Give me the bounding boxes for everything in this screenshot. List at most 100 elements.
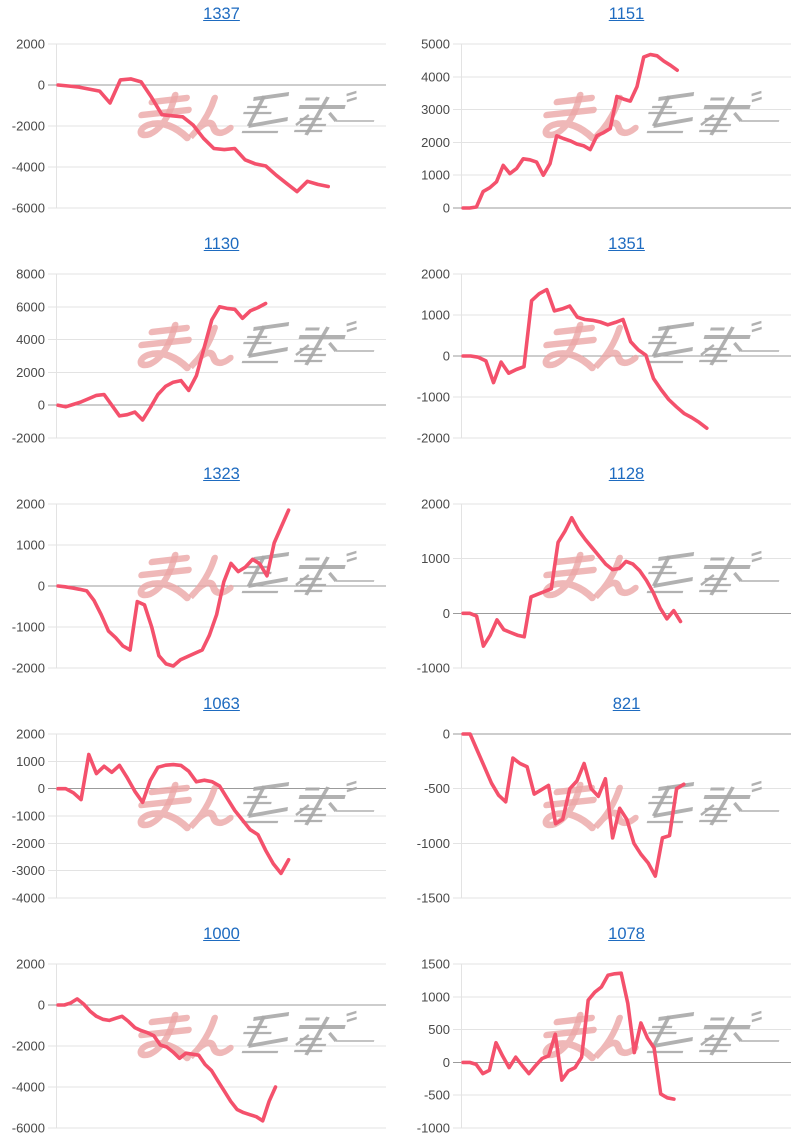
- gridlines: [453, 503, 791, 669]
- chart-cell: 1078 1500 1000 500 0 -500 -1000: [405, 920, 810, 1145]
- chart-plot: 0 -500 -1000 -1500: [417, 727, 791, 906]
- y-axis-tick-label: -1000: [417, 836, 450, 851]
- chart-title-row: 1323: [0, 460, 386, 493]
- chart-title-link[interactable]: 1063: [203, 695, 240, 713]
- y-axis-tick-label: 6000: [16, 299, 45, 314]
- data-series-line: [56, 997, 278, 1123]
- y-axis-tick-label: 2000: [16, 957, 45, 972]
- gridlines: [48, 963, 386, 1129]
- data-series-line: [461, 287, 709, 430]
- chart-cell: 1151 5000 4000 3000 2000 1000 0: [405, 0, 810, 230]
- data-series-line: [461, 971, 676, 1101]
- gridlines: [453, 43, 791, 209]
- y-axis-tick-labels: 2000 1000 0 -1000 -2000: [12, 497, 45, 676]
- chart-title-link[interactable]: 1151: [608, 5, 645, 23]
- minrepo-logo-watermark: [137, 90, 375, 142]
- chart-cell: 1130 8000 6000 4000 2000 0 -2000: [0, 230, 405, 460]
- watermark-pink-glyphs: [542, 321, 639, 372]
- chart-title-link[interactable]: 1130: [203, 235, 240, 253]
- y-axis-tick-label: 1000: [16, 538, 45, 553]
- y-axis-tick-label: -500: [424, 781, 450, 796]
- chart-cell: 1337 2000 0 -2000 -4000 -6000: [0, 0, 405, 230]
- y-axis-tick-label: -1000: [417, 661, 450, 676]
- chart-title-link[interactable]: 1078: [608, 925, 645, 943]
- data-series-line: [461, 732, 686, 878]
- y-axis-tick-label: -500: [424, 1088, 450, 1103]
- chart-title-link[interactable]: 1000: [203, 925, 240, 943]
- y-axis-tick-label: -1500: [417, 891, 450, 906]
- minrepo-logo-watermark: [137, 550, 375, 602]
- chart-cell: 1128 2000 1000 0 -1000: [405, 460, 810, 690]
- minrepo-logo-watermark: [542, 320, 780, 372]
- chart-title-link[interactable]: 1128: [608, 465, 645, 483]
- watermark-gray-glyphs: [646, 320, 780, 366]
- chart-cell: 1351 2000 1000 0 -1000 -2000: [405, 230, 810, 460]
- watermark-pink-glyphs: [137, 551, 234, 602]
- y-axis-tick-label: 1000: [421, 989, 450, 1004]
- y-axis-tick-label: 0: [443, 727, 450, 742]
- chart-title-link[interactable]: 1351: [608, 235, 645, 253]
- y-axis-tick-label: 2000: [16, 365, 45, 380]
- minrepo-logo-watermark: [542, 1010, 780, 1062]
- y-axis-tick-label: -6000: [12, 1121, 45, 1136]
- y-axis-tick-label: -4000: [12, 891, 45, 906]
- chart-plot: 2000 1000 0 -1000 -2000 -3000 -4000: [12, 727, 386, 906]
- watermark-gray-glyphs: [241, 780, 375, 826]
- chart-cell: 1063 2000 1000 0 -1000 -2000 -3000 -4000: [0, 690, 405, 920]
- y-axis-tick-labels: 2000 1000 0 -1000 -2000: [417, 267, 450, 446]
- chart-title-row: 1151: [405, 0, 791, 33]
- chart-title-row: 1128: [405, 460, 791, 493]
- y-axis-tick-label: 1000: [421, 551, 450, 566]
- gridlines: [453, 963, 791, 1129]
- y-axis-tick-labels: 8000 6000 4000 2000 0 -2000: [12, 267, 45, 446]
- chart-plot: 2000 1000 0 -1000 -2000: [12, 497, 386, 676]
- y-axis-tick-label: 3000: [421, 102, 450, 117]
- minrepo-logo-watermark: [542, 1010, 780, 1062]
- y-axis-tick-label: 1000: [421, 308, 450, 323]
- chart-plot: 2000 0 -2000 -4000 -6000: [12, 37, 386, 216]
- y-axis-tick-labels: 2000 0 -2000 -4000 -6000: [12, 37, 45, 216]
- y-axis-tick-label: -2000: [12, 836, 45, 851]
- y-axis-tick-label: -6000: [12, 201, 45, 216]
- chart-plot: 5000 4000 3000 2000 1000 0: [421, 37, 791, 216]
- y-axis-tick-label: 2000: [421, 497, 450, 512]
- chart-title-link[interactable]: 821: [612, 695, 641, 713]
- y-axis-tick-label: -2000: [12, 1039, 45, 1054]
- chart-title-row: 1063: [0, 690, 386, 723]
- y-axis-tick-label: 5000: [421, 37, 450, 52]
- y-axis-tick-label: -4000: [12, 1080, 45, 1095]
- y-axis-tick-label: 2000: [16, 37, 45, 52]
- y-axis-tick-label: 0: [38, 78, 45, 93]
- minrepo-logo-watermark: [137, 780, 375, 832]
- gridlines: [453, 273, 791, 439]
- y-axis-tick-label: -1000: [417, 1121, 450, 1136]
- minrepo-logo-watermark: [137, 320, 375, 372]
- data-series-line: [461, 515, 683, 648]
- minrepo-logo-watermark: [542, 320, 780, 372]
- chart-cell: 1000 2000 0 -2000 -4000 -6000: [0, 920, 405, 1145]
- y-axis-tick-label: -4000: [12, 160, 45, 175]
- minrepo-logo-watermark: [137, 550, 375, 602]
- watermark-pink-glyphs: [137, 321, 234, 372]
- data-series-line: [56, 752, 291, 876]
- minrepo-logo-watermark: [542, 550, 780, 602]
- y-axis-tick-label: 0: [38, 398, 45, 413]
- chart-cell: 821 0 -500 -1000 -1500: [405, 690, 810, 920]
- gridlines: [453, 733, 791, 899]
- y-axis-tick-label: 500: [428, 1022, 450, 1037]
- y-axis-tick-label: 4000: [421, 69, 450, 84]
- y-axis-tick-labels: 1500 1000 500 0 -500 -1000: [417, 957, 450, 1136]
- minrepo-logo-watermark: [137, 1010, 375, 1062]
- chart-title-link[interactable]: 1323: [203, 465, 240, 483]
- gridlines: [48, 43, 386, 209]
- y-axis-tick-label: 0: [38, 781, 45, 796]
- y-axis-tick-label: 0: [443, 201, 450, 216]
- y-axis-tick-labels: 0 -500 -1000 -1500: [417, 727, 450, 906]
- watermark-gray-glyphs: [241, 1010, 375, 1056]
- y-axis-tick-label: -2000: [417, 431, 450, 446]
- y-axis-tick-label: 2000: [421, 267, 450, 282]
- y-axis-tick-label: -1000: [417, 390, 450, 405]
- y-axis-tick-labels: 2000 1000 0 -1000 -2000 -3000 -4000: [12, 727, 45, 906]
- chart-title-link[interactable]: 1337: [203, 5, 240, 23]
- chart-plot: 8000 6000 4000 2000 0 -2000: [12, 267, 386, 446]
